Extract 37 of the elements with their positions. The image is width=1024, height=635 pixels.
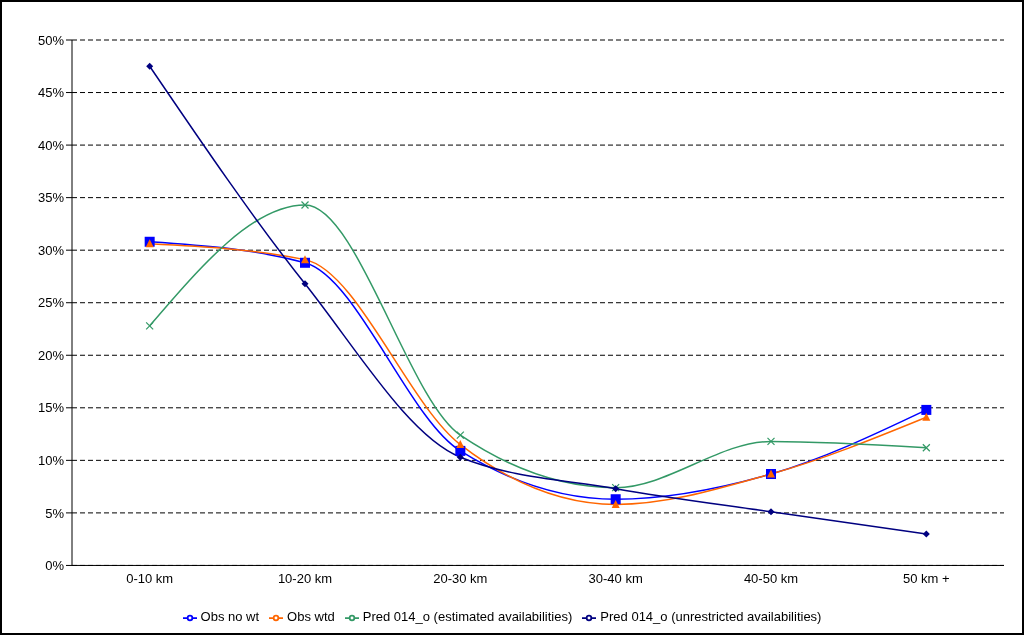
point bbox=[767, 508, 775, 516]
y-tick-label: 40% bbox=[37, 137, 65, 153]
legend-label: Obs no wt bbox=[200, 609, 260, 625]
point bbox=[611, 499, 620, 508]
point bbox=[921, 404, 932, 415]
point bbox=[922, 443, 931, 452]
y-tick-label: 45% bbox=[37, 85, 65, 101]
y-tick-label: 50% bbox=[37, 32, 65, 48]
legend-label: Pred 014_o (unrestricted availabilities) bbox=[600, 609, 822, 625]
y-tick-label: 30% bbox=[37, 242, 65, 258]
x-tick-label: 40-50 km bbox=[743, 570, 799, 586]
point bbox=[146, 62, 154, 70]
y-tick-label: 0% bbox=[45, 558, 65, 574]
x-tick-label: 30-40 km bbox=[588, 570, 643, 586]
point bbox=[456, 453, 464, 461]
x-tick-label: 20-30 km bbox=[433, 570, 488, 586]
point bbox=[456, 440, 465, 449]
y-tick-label: 15% bbox=[37, 400, 65, 416]
point bbox=[922, 530, 930, 538]
y-tick-label: 25% bbox=[37, 295, 65, 311]
x-tick-label: 50 km + bbox=[903, 570, 950, 586]
legend-label: Obs wtd bbox=[287, 609, 335, 625]
point bbox=[301, 255, 309, 264]
x-tick-label: 0-10 km bbox=[126, 570, 174, 586]
y-tick-label: 35% bbox=[37, 190, 65, 206]
point bbox=[300, 200, 310, 210]
point bbox=[766, 437, 776, 446]
y-tick-label: 20% bbox=[37, 347, 65, 363]
y-tick-label: 10% bbox=[37, 452, 65, 468]
point bbox=[922, 412, 931, 421]
point bbox=[301, 280, 309, 288]
legend-label: Pred 014_o (estimated availabilities) bbox=[362, 609, 573, 625]
point bbox=[456, 431, 465, 440]
point bbox=[145, 321, 154, 330]
x-tick-label: 10-20 km bbox=[277, 570, 333, 586]
y-tick-label: 5% bbox=[45, 505, 65, 521]
point bbox=[610, 494, 621, 505]
